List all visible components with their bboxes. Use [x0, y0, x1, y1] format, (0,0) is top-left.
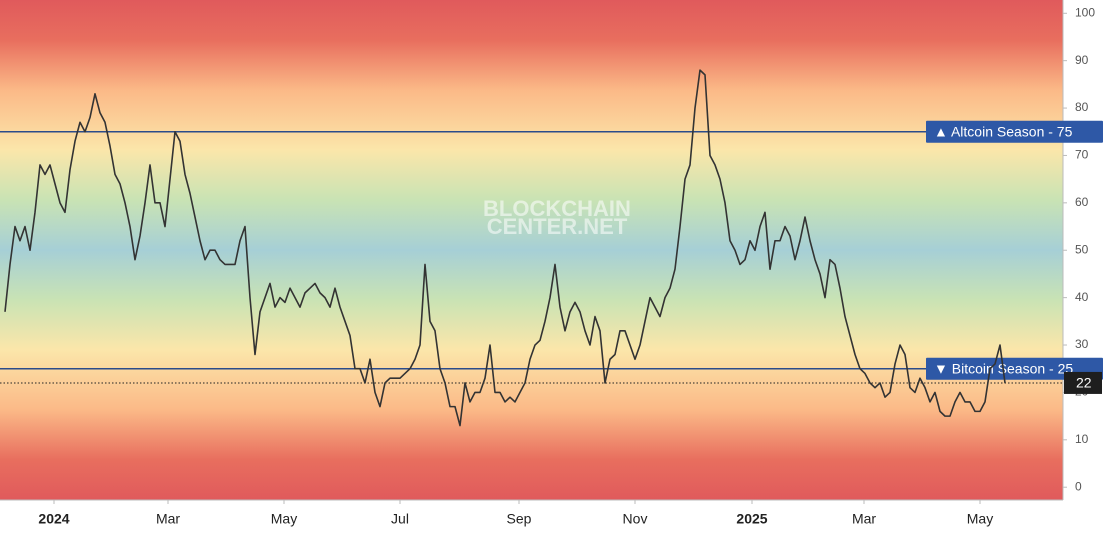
y-tick-label: 10	[1075, 432, 1089, 446]
reference-label-box	[926, 357, 1103, 380]
current-label: 22	[1076, 375, 1092, 391]
y-tick-label: 30	[1075, 337, 1089, 351]
x-tick-label: Mar	[852, 511, 876, 527]
y-tick-label: 70	[1075, 148, 1089, 162]
x-tick-label: Mar	[156, 511, 180, 527]
x-tick-label: 2025	[736, 511, 767, 527]
y-tick-label: 100	[1075, 5, 1095, 19]
x-tick-label: Nov	[623, 511, 648, 527]
reference-label: ▲ Altcoin Season - 75	[934, 123, 1073, 139]
y-tick-label: 40	[1075, 290, 1089, 304]
y-tick-label: 50	[1075, 242, 1089, 256]
x-tick-label: Sep	[507, 511, 532, 527]
x-tick-label: May	[967, 511, 993, 527]
reference-label-box	[926, 120, 1103, 143]
x-tick-label: 2024	[38, 511, 69, 527]
y-tick-label: 90	[1075, 53, 1089, 67]
watermark: BLOCKCHAIN	[483, 196, 631, 221]
x-tick-label: May	[271, 511, 297, 527]
y-tick-label: 80	[1075, 100, 1089, 114]
plot-background	[0, 0, 1063, 500]
x-tick-label: Jul	[391, 511, 409, 527]
y-tick-label: 0	[1075, 479, 1082, 493]
current-label-box	[1064, 371, 1102, 394]
y-tick-label: 60	[1075, 195, 1089, 209]
watermark: CENTER.NET	[487, 214, 628, 239]
data-line	[4, 69, 1006, 427]
